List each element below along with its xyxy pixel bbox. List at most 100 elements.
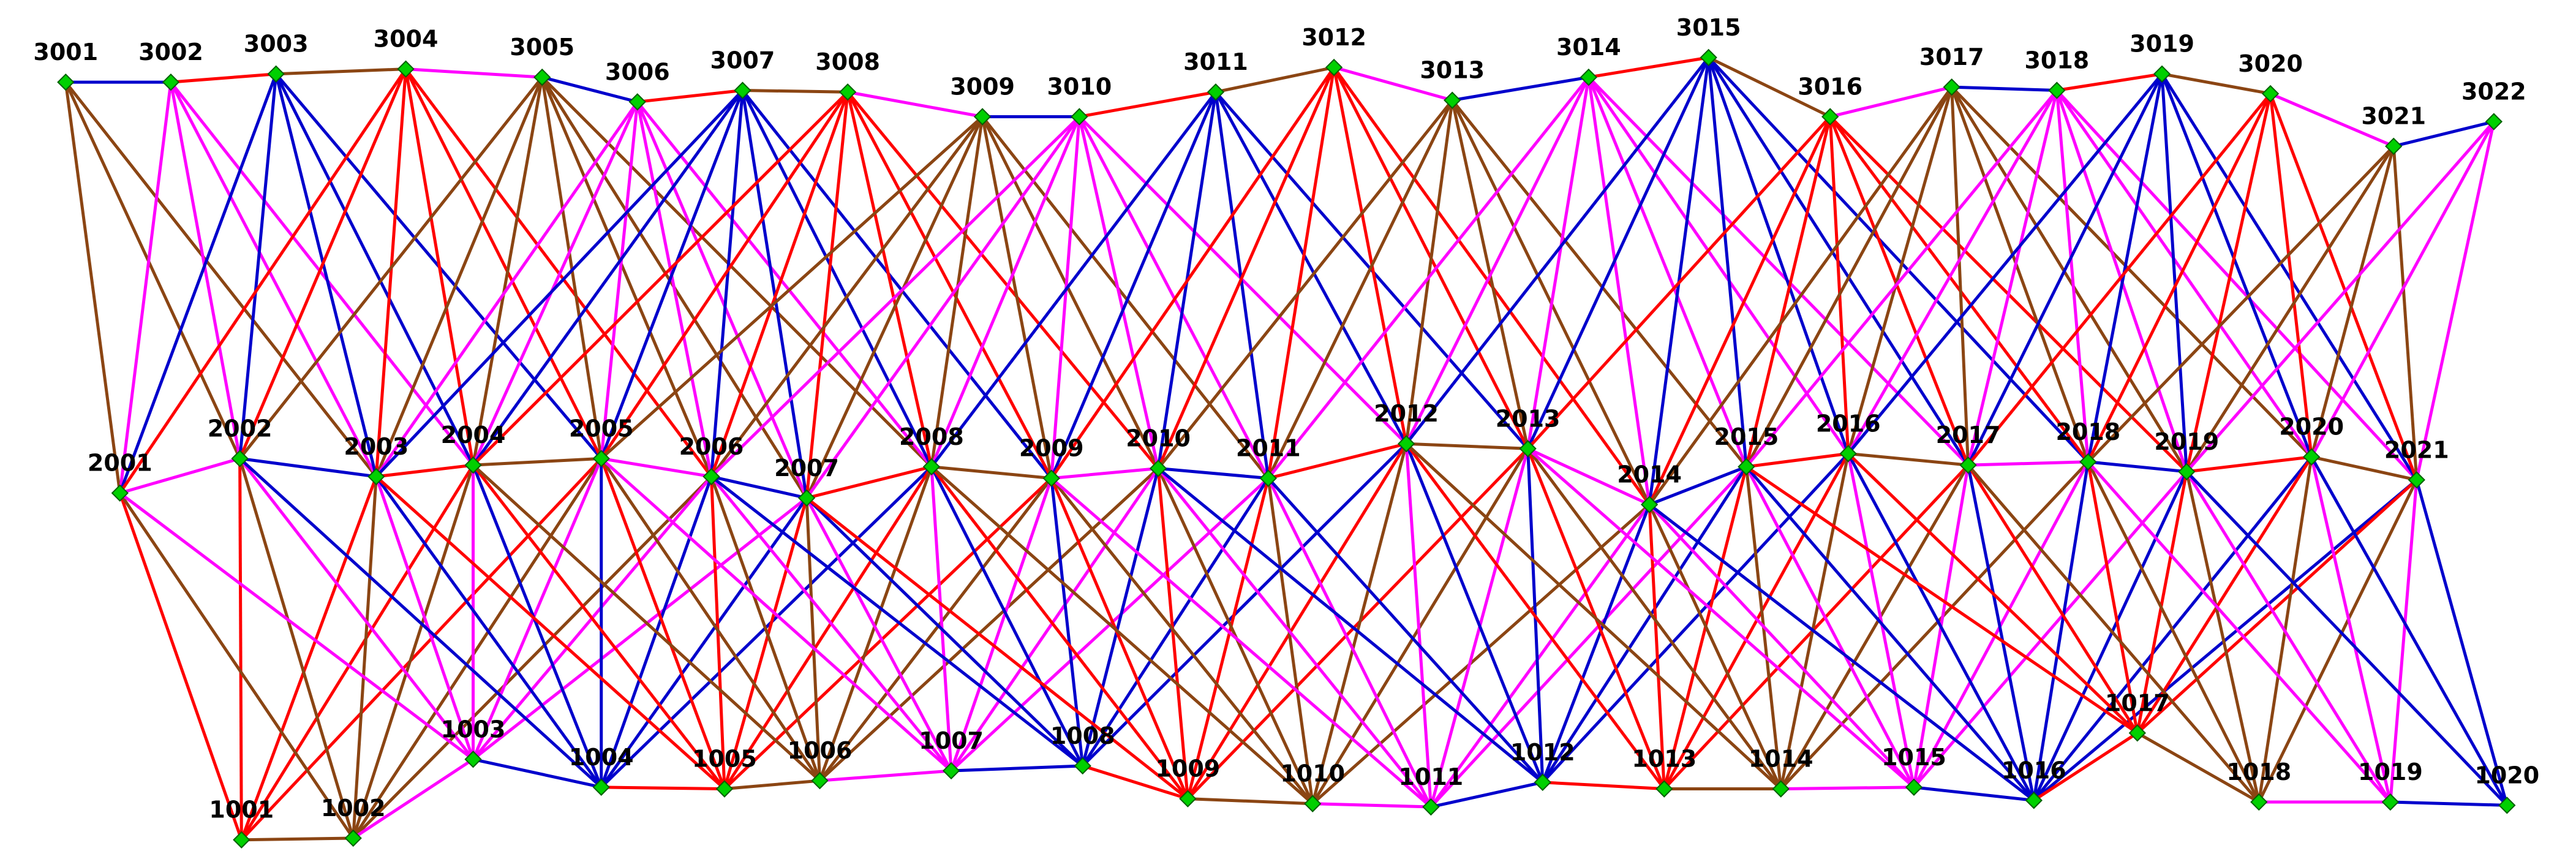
edge [1267,67,1336,479]
edge [1429,504,1651,808]
edge [1156,66,1336,469]
edge [1404,443,1545,783]
node [1397,435,1415,453]
edge [2185,471,2392,803]
node-label: 3019 [2130,31,2194,58]
node-label: 1020 [2474,762,2539,789]
edge [1451,99,1748,468]
edge [2032,471,2188,801]
node [2261,85,2280,103]
edge [741,89,1053,480]
node-label: 2006 [679,433,744,460]
edge [1311,447,1529,804]
edge [981,116,1053,479]
node [1905,778,1923,797]
node-label: 3009 [950,73,1015,100]
edge [472,89,744,466]
edge [2087,145,2395,463]
node-label: 3018 [2024,47,2089,74]
edge [930,466,953,771]
node-label: 1017 [2105,689,2170,716]
node-label: 2010 [1126,425,1191,452]
node [797,489,816,507]
edge [723,498,808,790]
node [734,81,751,99]
node-label: 2003 [344,433,409,460]
edge [1050,477,1189,800]
edge [352,476,378,839]
edge [1188,797,1313,806]
edge [1912,461,2090,789]
edge [847,90,983,118]
node [1422,798,1440,816]
edge [1157,99,1454,470]
node-label: 2001 [88,450,153,477]
edge [2160,73,2418,481]
edge [276,67,406,76]
edge [352,475,713,839]
edge [600,91,849,460]
edge [375,475,603,789]
edge [1526,56,1710,450]
node-label: 1018 [2226,759,2291,785]
edge [2136,456,2313,734]
edge [1587,76,1970,466]
edge [1405,442,1666,790]
node [838,83,857,101]
edge [600,115,984,460]
edge [1967,464,2139,734]
edge [805,91,849,499]
edge [1267,76,1590,480]
edge [375,100,639,478]
edge [1588,56,1709,79]
edge [846,91,933,467]
node-label: 2019 [2154,428,2219,455]
edge [930,116,1081,467]
node [1071,108,1088,126]
edge [2258,479,2419,803]
edge [2136,479,2418,735]
edge [601,785,725,791]
edge [636,101,808,499]
node-label: 1008 [1050,722,1115,749]
node [2250,793,2268,811]
edge [805,116,984,499]
edge [1267,477,1544,784]
edge [1077,116,1160,469]
node-label: 2012 [1374,400,1439,427]
edge [1214,91,1408,445]
node [231,450,249,467]
edge [238,74,278,459]
edge [2185,471,2509,807]
edge [2160,74,2188,472]
node-label: 3007 [710,47,775,74]
edge [540,77,603,459]
node [2079,453,2097,471]
edge [1746,452,1849,469]
edge [1186,447,1529,800]
node [1738,458,1755,475]
edge [1050,66,1336,479]
node [811,771,829,790]
node-label: 3010 [1047,73,1112,100]
node-label: 1014 [1749,746,1813,773]
edge [2136,732,2260,804]
node [1259,469,1277,487]
edge [600,458,726,790]
edge [2088,460,2187,474]
edge [1157,467,1433,808]
edge [472,101,639,466]
edge [472,77,544,466]
edge [375,89,744,478]
edge [1406,442,1528,450]
node [533,68,551,86]
edge [1829,85,1953,118]
edge [238,457,475,760]
edge [1404,76,1591,445]
node-label: 3008 [815,48,880,75]
edge [541,75,638,104]
edge [805,496,1189,800]
edge [1157,467,1544,784]
node-label: 2011 [1236,435,1301,462]
